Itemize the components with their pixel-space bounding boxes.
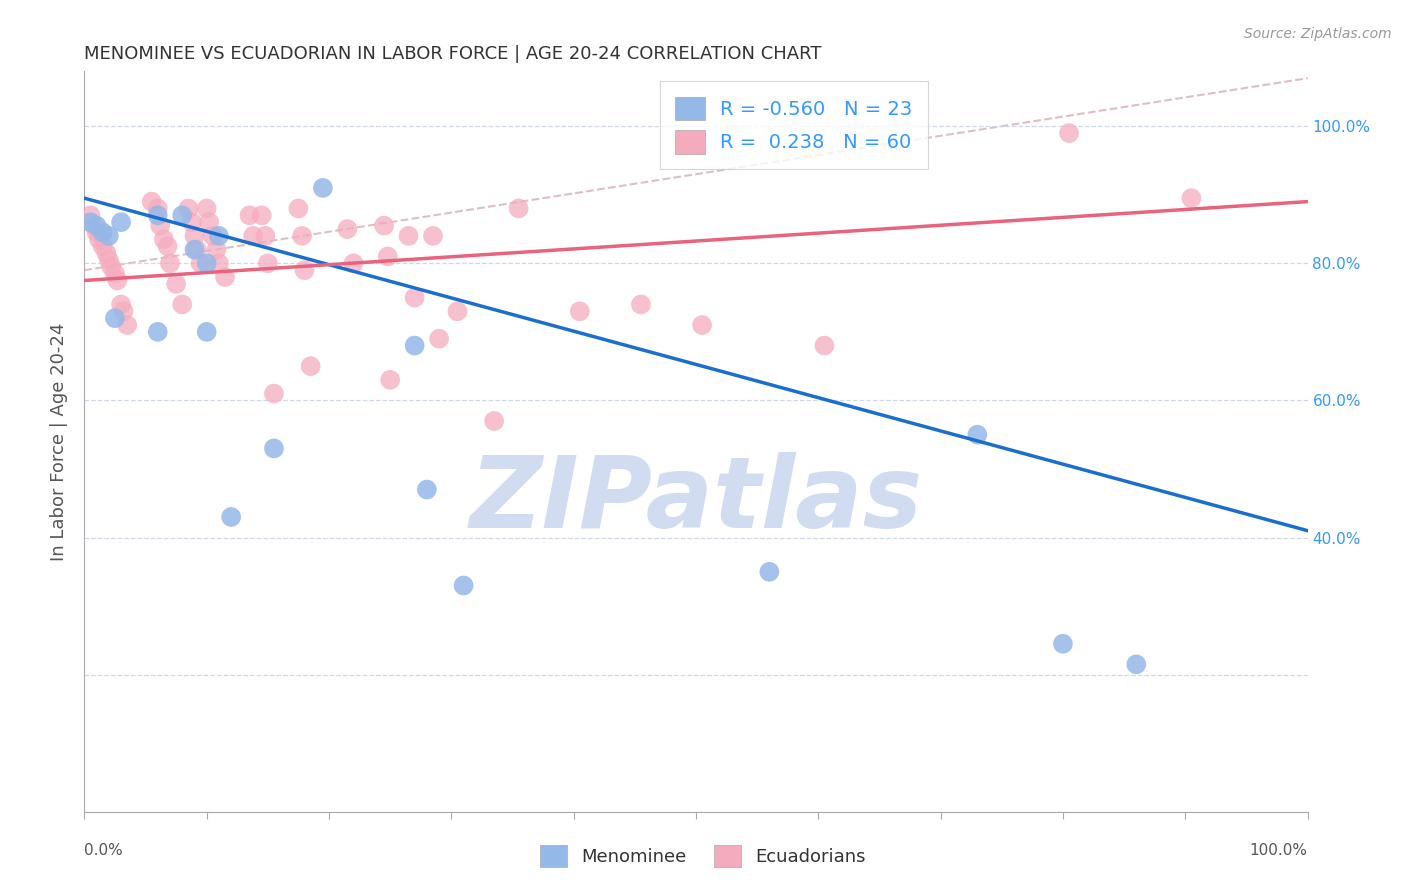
Point [1052,637,1074,651]
Point [86,226,108,240]
Point [398,228,420,243]
Point [186,243,208,257]
Point [153,232,176,246]
Point [404,291,426,305]
Point [263,442,285,456]
Point [336,222,359,236]
Point [758,565,780,579]
Point [630,297,652,311]
Point [263,386,285,401]
Point [250,208,273,222]
Point [1180,191,1202,205]
Point [104,267,127,281]
Point [110,215,132,229]
Point [146,325,169,339]
Point [299,359,322,373]
Point [97,252,120,267]
Text: MENOMINEE VS ECUADORIAN IN LABOR FORCE | AGE 20-24 CORRELATION CHART: MENOMINEE VS ECUADORIAN IN LABOR FORCE |… [84,45,823,62]
Point [149,219,172,233]
Point [141,194,163,209]
Point [172,208,194,222]
Point [446,304,468,318]
Point [183,228,205,243]
Text: Source: ZipAtlas.com: Source: ZipAtlas.com [1244,27,1392,41]
Point [156,239,179,253]
Point [177,202,200,216]
Point [91,239,114,253]
Point [146,208,169,222]
Point [427,332,450,346]
Point [79,215,101,229]
Point [254,228,277,243]
Text: 100.0%: 100.0% [1250,843,1308,858]
Point [404,338,426,352]
Point [165,277,187,291]
Point [112,304,135,318]
Legend: R = -0.560   N = 23, R =  0.238   N = 60: R = -0.560 N = 23, R = 0.238 N = 60 [659,81,928,169]
Point [294,263,316,277]
Point [257,256,280,270]
Point [172,297,194,311]
Point [380,373,402,387]
Point [508,202,530,216]
Point [87,232,110,246]
Legend: Menominee, Ecuadorians: Menominee, Ecuadorians [533,838,873,874]
Point [190,256,212,270]
Text: 0.0%: 0.0% [84,843,124,858]
Point [568,304,591,318]
Point [97,228,120,243]
Point [422,228,444,243]
Point [110,297,132,311]
Point [105,273,128,287]
Point [966,427,988,442]
Point [91,226,114,240]
Point [79,208,101,222]
Point [146,202,169,216]
Point [312,181,335,195]
Point [195,256,218,270]
Point [690,318,713,332]
Point [453,578,475,592]
Point [159,256,181,270]
Point [205,243,228,257]
Point [219,510,242,524]
Point [482,414,505,428]
Point [238,208,260,222]
Point [104,311,127,326]
Point [183,243,205,257]
Point [96,246,118,260]
Point [1125,657,1147,672]
Point [83,219,105,233]
Point [291,228,314,243]
Point [201,228,224,243]
Y-axis label: In Labor Force | Age 20-24: In Labor Force | Age 20-24 [51,322,69,561]
Point [208,256,231,270]
Point [198,215,221,229]
Point [373,219,395,233]
Point [242,228,264,243]
Point [195,325,218,339]
Point [100,260,122,274]
Point [195,202,218,216]
Point [377,250,399,264]
Point [416,483,439,497]
Point [115,318,138,332]
Point [214,270,236,285]
Point [208,228,231,243]
Text: ZIPatlas: ZIPatlas [470,452,922,549]
Point [86,219,108,233]
Point [287,202,309,216]
Point [342,256,364,270]
Point [181,215,204,229]
Point [1057,126,1080,140]
Point [813,338,835,352]
